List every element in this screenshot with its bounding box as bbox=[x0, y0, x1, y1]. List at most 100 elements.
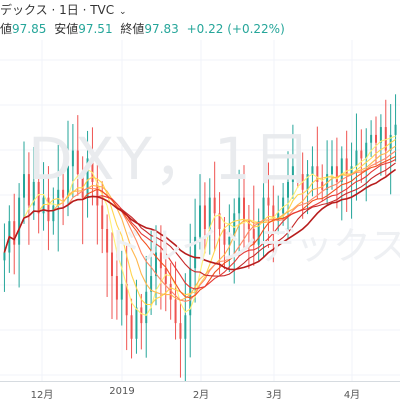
candle-body bbox=[238, 197, 241, 214]
low-value: 97.51 bbox=[78, 22, 113, 36]
candle-body bbox=[32, 181, 35, 206]
candle-body bbox=[335, 166, 338, 182]
ma-line bbox=[3, 145, 396, 301]
close-value: 97.83 bbox=[144, 22, 179, 36]
candle-body bbox=[67, 166, 69, 198]
candle-body bbox=[125, 283, 128, 316]
x-tick-label: 4月 bbox=[343, 390, 361, 401]
ma-line bbox=[3, 139, 396, 306]
candle-body bbox=[184, 315, 187, 339]
candle-body bbox=[135, 307, 138, 339]
low-label: 安値 bbox=[54, 22, 79, 36]
candle-body bbox=[282, 197, 285, 214]
candle-body bbox=[27, 174, 30, 206]
candle-body bbox=[213, 197, 216, 214]
candle-body bbox=[169, 283, 172, 300]
candle-body bbox=[47, 197, 50, 222]
candle-body bbox=[218, 213, 221, 229]
ma-line bbox=[3, 168, 397, 271]
candle-body bbox=[262, 197, 265, 222]
candle-body bbox=[37, 181, 40, 214]
candle-body bbox=[115, 276, 118, 300]
candle-body bbox=[340, 158, 343, 182]
candle-body bbox=[189, 268, 192, 316]
candle-body bbox=[120, 283, 123, 300]
candle-body bbox=[243, 197, 245, 222]
ma-line bbox=[3, 135, 396, 316]
time-axis[interactable]: 12月 2019 2月 3月 4月 bbox=[0, 381, 400, 401]
candle-body bbox=[194, 236, 197, 269]
candle-body bbox=[223, 229, 226, 245]
ma-line bbox=[3, 150, 396, 302]
candle-body bbox=[52, 205, 55, 222]
candle-body bbox=[179, 323, 182, 339]
ohlc-legend: 値97.85 安値97.51 終値97.83 +0.22 (+0.22%) bbox=[0, 20, 285, 37]
chevron-down-icon[interactable]: ⌄ bbox=[118, 7, 127, 17]
candle-body bbox=[247, 221, 250, 229]
candle-body bbox=[394, 124, 397, 135]
candle-body bbox=[267, 197, 270, 206]
candle-body bbox=[345, 158, 348, 175]
candle-body bbox=[331, 166, 333, 175]
candle-body bbox=[23, 174, 25, 198]
candle-body bbox=[13, 221, 16, 245]
close-label: 終値 bbox=[120, 22, 145, 36]
candle-body bbox=[360, 150, 363, 159]
candle-body bbox=[277, 213, 280, 222]
candle-body bbox=[111, 252, 113, 277]
candle-body bbox=[311, 166, 314, 175]
change-value: +0.22 bbox=[186, 22, 224, 36]
candle-body bbox=[91, 158, 94, 182]
candle-body bbox=[130, 315, 133, 339]
candle-body bbox=[306, 174, 309, 190]
candle-body bbox=[76, 150, 79, 175]
candle-body bbox=[296, 166, 299, 175]
candle-body bbox=[287, 181, 289, 198]
candle-body bbox=[228, 236, 231, 245]
candle-body bbox=[370, 134, 373, 143]
candle-body bbox=[384, 127, 387, 151]
candle-body bbox=[291, 166, 294, 182]
candle-body bbox=[365, 142, 368, 159]
ma-ribbon bbox=[3, 135, 397, 316]
x-tick-label: 12月 bbox=[30, 390, 54, 401]
candle-body bbox=[164, 268, 167, 284]
source-label: TVC bbox=[90, 3, 115, 17]
candle-body bbox=[106, 229, 109, 253]
candle-body bbox=[316, 166, 319, 182]
candle-body bbox=[81, 174, 84, 198]
candle-body bbox=[326, 174, 329, 190]
candle-body bbox=[233, 213, 236, 237]
candle-body bbox=[350, 166, 353, 175]
candle-body bbox=[140, 307, 143, 324]
x-tick-label: 2月 bbox=[192, 390, 210, 401]
candle-body bbox=[379, 127, 382, 143]
x-tick-label: 3月 bbox=[265, 390, 283, 401]
candle-body bbox=[272, 205, 275, 222]
candle-body bbox=[150, 276, 153, 292]
candle-body bbox=[62, 189, 65, 198]
high-value: 97.85 bbox=[12, 22, 47, 36]
candle-body bbox=[3, 252, 6, 261]
candle-body bbox=[252, 229, 255, 245]
candle-body bbox=[96, 181, 99, 206]
candle-body bbox=[101, 205, 104, 229]
candle-body bbox=[159, 252, 162, 269]
change-percent: (+0.22%) bbox=[227, 22, 285, 36]
candle-body bbox=[57, 189, 60, 206]
high-label: 値 bbox=[0, 22, 13, 36]
candle-body bbox=[71, 150, 74, 167]
candle-body bbox=[257, 221, 260, 245]
candle-body bbox=[18, 197, 21, 245]
symbol-name: デックス bbox=[0, 3, 48, 17]
symbol-title[interactable]: デックス · 1日 · TVC ⌄ bbox=[0, 3, 127, 17]
candle-body bbox=[355, 150, 358, 167]
candle-body bbox=[321, 181, 324, 190]
candle-body bbox=[208, 197, 211, 229]
candle-body bbox=[155, 252, 157, 277]
candle-body bbox=[203, 205, 206, 229]
candle-body bbox=[199, 205, 201, 237]
candle-body bbox=[145, 291, 148, 324]
timeframe-label: 1日 bbox=[59, 3, 79, 17]
